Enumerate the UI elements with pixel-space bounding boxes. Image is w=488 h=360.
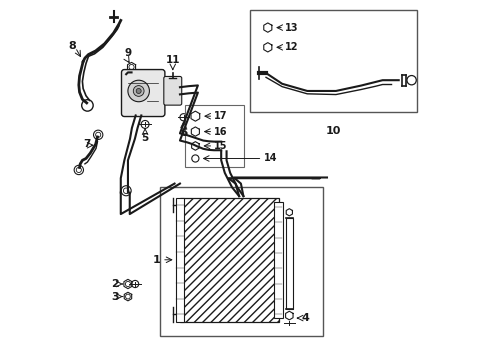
- Bar: [185, 105, 244, 167]
- Text: 10: 10: [325, 126, 340, 136]
- Circle shape: [128, 80, 149, 102]
- Text: 11: 11: [165, 55, 180, 65]
- Bar: [285, 218, 292, 309]
- Circle shape: [133, 86, 144, 96]
- Text: 16: 16: [214, 127, 227, 136]
- Bar: [180, 198, 278, 321]
- FancyBboxPatch shape: [163, 76, 182, 105]
- Text: 15: 15: [214, 141, 227, 151]
- Text: 13: 13: [285, 23, 298, 33]
- Text: 1: 1: [152, 255, 160, 265]
- Bar: [274, 202, 282, 318]
- Text: 5: 5: [141, 134, 148, 143]
- Text: 7: 7: [83, 139, 90, 149]
- Text: 9: 9: [124, 48, 131, 58]
- Circle shape: [136, 89, 141, 94]
- Text: 8: 8: [68, 41, 76, 50]
- Bar: [160, 187, 323, 336]
- Text: 2: 2: [111, 279, 119, 289]
- Text: 12: 12: [285, 42, 298, 52]
- Text: 4: 4: [301, 313, 309, 323]
- FancyBboxPatch shape: [121, 69, 164, 117]
- Text: 3: 3: [111, 292, 119, 302]
- Text: 6: 6: [180, 128, 187, 138]
- Text: 14: 14: [264, 153, 277, 163]
- Bar: [175, 198, 184, 321]
- Bar: [249, 10, 416, 112]
- Text: 17: 17: [214, 111, 227, 121]
